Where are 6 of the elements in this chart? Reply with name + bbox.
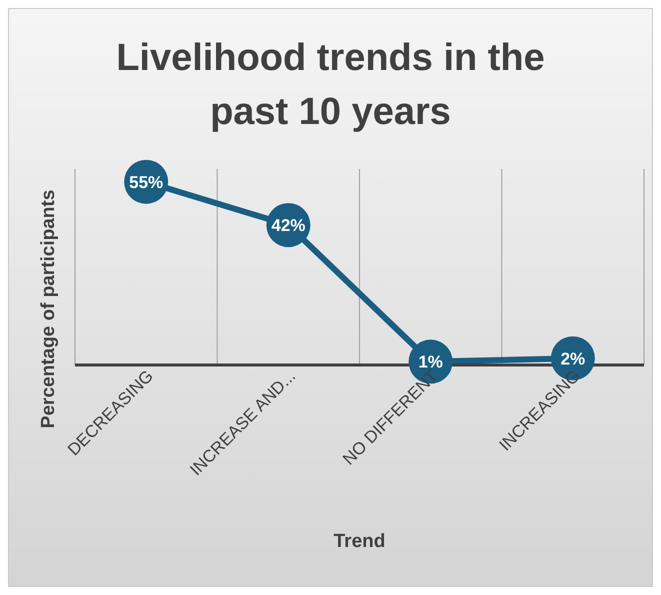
data-label: 55% xyxy=(129,172,164,192)
x-axis-title: Trend xyxy=(334,531,386,552)
chart-title: Livelihood trends in the past 10 years xyxy=(115,36,546,135)
y-axis-title: Percentage of participants xyxy=(38,190,60,428)
data-label: 42% xyxy=(271,216,306,236)
data-label: 2% xyxy=(560,349,586,368)
